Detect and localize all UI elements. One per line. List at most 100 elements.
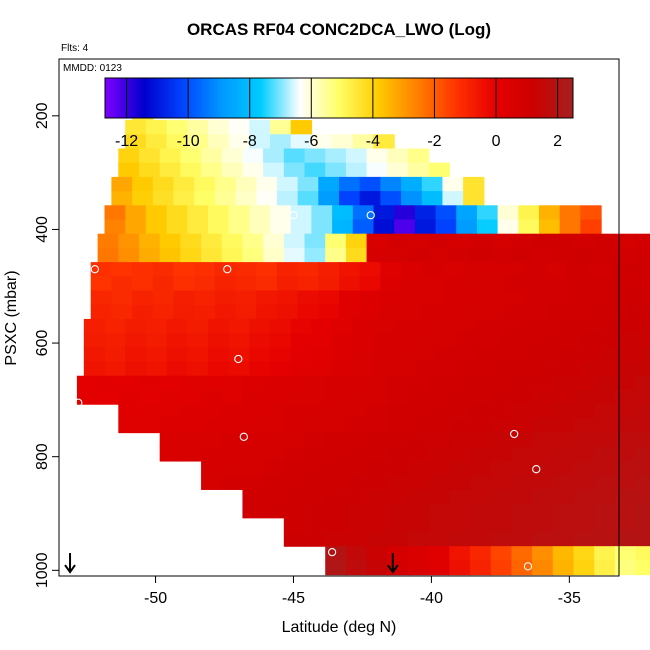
colorbar-segment: [377, 78, 380, 118]
heatmap-cell: [635, 546, 650, 561]
heatmap-cell: [118, 233, 140, 249]
heatmap-cell: [380, 191, 402, 206]
heatmap-cell: [318, 191, 340, 206]
heatmap-cell: [311, 134, 333, 150]
colorbar-segment: [141, 78, 144, 118]
colorbar-segment: [299, 78, 302, 118]
heatmap-cell: [332, 333, 354, 348]
heatmap-cell: [366, 546, 388, 561]
colorbar-segment: [341, 78, 344, 118]
heatmap-cell: [228, 318, 250, 334]
heatmap-cell: [139, 148, 161, 164]
heatmap-cell: [166, 347, 188, 363]
colorbar-segment: [563, 78, 566, 118]
heatmap-cell: [497, 205, 519, 221]
colorbar-segment: [237, 78, 240, 118]
heatmap-cell: [421, 304, 444, 320]
colorbar-segment: [437, 78, 440, 118]
heatmap-cell: [132, 262, 154, 277]
heatmap-cell: [207, 134, 230, 150]
heatmap-cell: [166, 219, 188, 235]
heatmap-cell: [345, 475, 368, 490]
heatmap-cell: [442, 304, 464, 320]
heatmap-cell: [552, 375, 575, 391]
heatmap-cell: [594, 233, 616, 249]
colorbar-segment: [523, 78, 526, 118]
colorbar-segment: [191, 78, 194, 118]
marker-circle: [523, 562, 533, 571]
heatmap-cell: [352, 318, 375, 334]
heatmap-cell: [214, 262, 237, 277]
heatmap-cell: [532, 432, 554, 448]
heatmap-cell: [118, 404, 140, 419]
heatmap-cell: [366, 503, 388, 519]
heatmap-cell: [325, 148, 347, 164]
heatmap-cells: [76, 91, 650, 576]
heatmap-cell: [145, 361, 168, 377]
colorbar-segment: [357, 78, 360, 118]
colorbar-segment: [153, 78, 156, 118]
heatmap-cell: [511, 460, 533, 476]
heatmap-cell: [276, 176, 299, 192]
heatmap-cell: [449, 546, 471, 561]
heatmap-cell: [470, 446, 492, 462]
colorbar-segment: [365, 78, 368, 118]
heatmap-cell: [270, 134, 292, 150]
heatmap-cell: [380, 304, 402, 320]
heatmap-cell: [573, 503, 595, 519]
heatmap-cell: [214, 276, 237, 292]
colorbar-segment: [361, 78, 364, 118]
colorbar-segment: [135, 78, 138, 118]
heatmap-cell: [76, 389, 99, 405]
colorbar-segment: [123, 78, 126, 118]
heatmap-cell: [125, 219, 147, 235]
colorbar-segment: [485, 78, 488, 118]
colorbar-segment: [389, 78, 392, 118]
heatmap-cell: [435, 205, 457, 221]
colorbar-segment: [207, 78, 210, 118]
heatmap-cell: [201, 475, 223, 490]
heatmap-cell: [235, 304, 257, 320]
heatmap-cell: [76, 375, 99, 391]
x-axis: -50 -45 -40 -35: [144, 576, 581, 607]
heatmap-cell: [256, 276, 278, 292]
heatmap-cell: [518, 205, 540, 221]
colorbar-segment: [219, 78, 222, 118]
heatmap-cell: [428, 432, 450, 448]
colorbar-segment: [559, 78, 562, 118]
colorbar-segment: [309, 78, 312, 118]
heatmap-cell: [387, 531, 409, 547]
heatmap-cell: [532, 475, 554, 490]
heatmap-cell: [104, 318, 126, 334]
heatmap-cell: [463, 290, 485, 306]
colorbar-segment: [493, 78, 496, 118]
heatmap-cell: [366, 148, 388, 164]
heatmap-cell: [552, 233, 575, 249]
heatmap-cell: [559, 219, 581, 235]
colorbar-segment: [289, 78, 292, 118]
heatmap-cell: [166, 120, 188, 135]
heatmap-cell: [125, 347, 147, 363]
heatmap-cell: [345, 233, 368, 249]
heatmap-cell: [290, 120, 313, 135]
heatmap-cell: [414, 347, 437, 363]
heatmap-cell: [366, 531, 388, 547]
heatmap-cell: [387, 404, 409, 419]
colorbar-segment: [231, 78, 234, 118]
colorbar-segment: [479, 78, 482, 118]
heatmap-cell: [242, 460, 264, 476]
heatmap-cell: [207, 333, 230, 348]
colorbar-segment: [251, 78, 254, 118]
heatmap-cell: [97, 375, 119, 391]
heatmap-cell: [152, 304, 175, 320]
heatmap-cell: [449, 560, 471, 576]
colorbar-segment: [109, 78, 112, 118]
colorbar-segment: [159, 78, 162, 118]
heatmap-cell: [532, 546, 554, 561]
heatmap-cell: [511, 247, 533, 263]
heatmap-cell: [345, 489, 368, 505]
colorbar-segment: [521, 78, 524, 118]
heatmap-cell: [97, 233, 119, 249]
heatmap-cell: [104, 347, 126, 363]
colorbar-segment: [561, 78, 564, 118]
